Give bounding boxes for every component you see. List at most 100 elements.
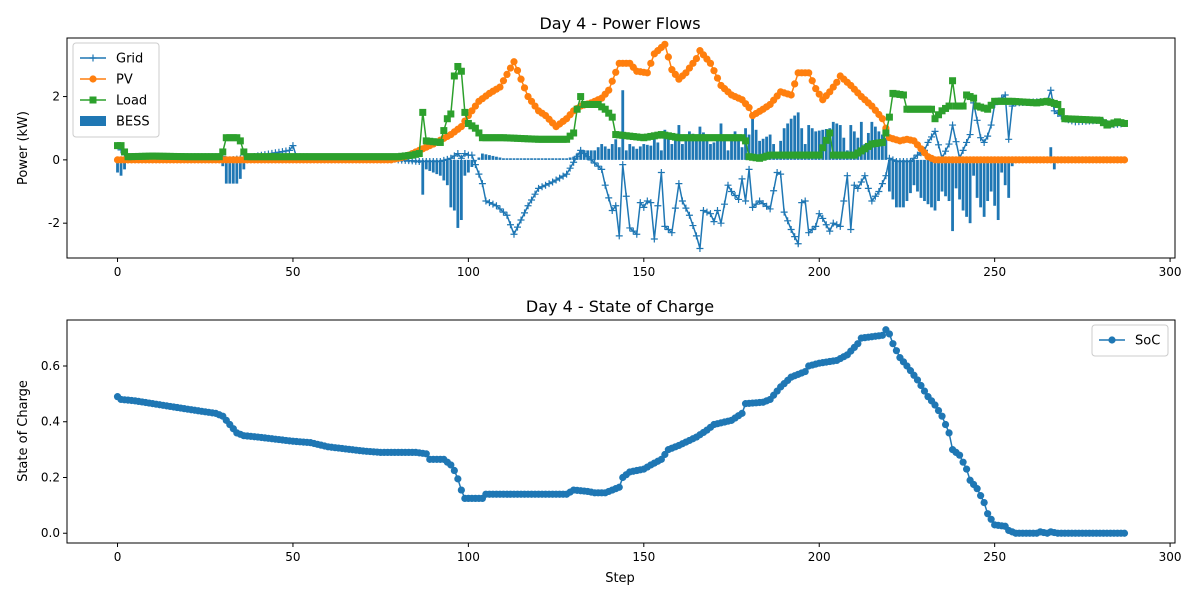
bess-bar xyxy=(747,134,751,160)
load-point xyxy=(1054,100,1062,108)
load-point xyxy=(833,151,841,159)
load-point xyxy=(952,102,960,110)
pv-point xyxy=(812,85,820,93)
grid-point xyxy=(836,222,844,230)
load-point xyxy=(580,100,588,108)
grid-point xyxy=(875,188,883,196)
bess-bar xyxy=(719,123,723,160)
pv-point xyxy=(513,66,522,75)
load-point xyxy=(836,151,844,159)
load-point xyxy=(335,153,343,161)
grid-point xyxy=(1005,135,1013,143)
load-point xyxy=(759,153,767,161)
bess-bar xyxy=(544,158,547,160)
load-point xyxy=(780,151,788,159)
bess-bar xyxy=(607,148,611,160)
load-point xyxy=(735,134,743,142)
load-point xyxy=(250,153,258,161)
bess-bar xyxy=(828,128,832,160)
load-point xyxy=(742,137,750,145)
load-point xyxy=(668,132,676,140)
load-point xyxy=(247,153,255,161)
load-point xyxy=(819,144,827,152)
soc-point xyxy=(450,466,458,475)
load-point xyxy=(903,105,911,113)
grid-point xyxy=(966,131,974,139)
load-point xyxy=(240,148,248,156)
load-point xyxy=(117,142,125,150)
bess-bar xyxy=(688,131,691,160)
load-point xyxy=(492,134,500,142)
load-point xyxy=(159,152,167,160)
grid-point xyxy=(489,200,497,208)
bess-bar xyxy=(905,159,909,202)
load-point xyxy=(212,153,220,161)
bess-bar xyxy=(642,144,646,160)
load-point xyxy=(864,142,872,150)
load-point xyxy=(271,153,279,161)
grid-point xyxy=(506,221,514,229)
grid-point xyxy=(808,226,816,234)
bess-bar xyxy=(807,125,811,160)
grid-point xyxy=(457,154,465,162)
grid-point xyxy=(640,203,648,211)
load-point xyxy=(615,131,623,139)
grid-point xyxy=(591,159,599,167)
load-point xyxy=(794,151,802,159)
load-point xyxy=(275,153,283,161)
grid-point xyxy=(692,232,700,240)
bess-bar xyxy=(1049,147,1053,160)
load-point xyxy=(629,133,637,141)
load-point xyxy=(503,134,511,142)
load-point xyxy=(594,100,602,108)
grid-point xyxy=(815,210,823,218)
bess-bar xyxy=(702,132,705,160)
bess-bar xyxy=(859,121,863,160)
power-flows-legend: Grid PV Load BESS xyxy=(72,42,160,138)
soc-point xyxy=(738,409,746,417)
legend-label: SoC xyxy=(1135,334,1160,349)
grid-point xyxy=(577,146,585,154)
bess-bar xyxy=(684,137,688,160)
load-point xyxy=(678,134,686,142)
load-point xyxy=(243,153,251,161)
bess-bar xyxy=(740,147,744,160)
grid-point xyxy=(496,205,504,213)
load-point xyxy=(731,134,739,142)
grid-point xyxy=(549,178,557,186)
load-point xyxy=(401,152,409,160)
bess-bar xyxy=(716,140,719,160)
load-point xyxy=(910,105,918,113)
load-point xyxy=(433,138,441,146)
bess-bar xyxy=(709,144,712,160)
grid-point xyxy=(563,170,571,178)
grid-point xyxy=(499,208,507,216)
bess-bar xyxy=(789,118,793,160)
bess-bar xyxy=(119,159,123,176)
load-point xyxy=(899,91,907,99)
bess-bar xyxy=(628,144,632,160)
load-point xyxy=(689,134,697,142)
load-point xyxy=(935,111,943,119)
grid-point xyxy=(780,208,788,216)
load-point xyxy=(387,153,395,161)
bess-bar xyxy=(516,158,519,160)
bess-bar xyxy=(533,158,537,160)
load-point xyxy=(422,137,430,145)
load-point xyxy=(531,135,539,143)
grid-point xyxy=(731,191,739,199)
y-tick-label: 0 xyxy=(52,153,60,167)
load-point xyxy=(664,132,672,140)
bess-bar xyxy=(116,159,119,173)
bess-bar xyxy=(880,134,884,160)
load-point xyxy=(184,153,192,161)
load-point xyxy=(587,100,595,108)
bess-bar xyxy=(638,146,642,160)
load-point xyxy=(703,134,711,142)
y-tick-label: 0.4 xyxy=(41,415,60,429)
load-point xyxy=(591,100,599,108)
bess-bar xyxy=(663,129,667,160)
x-tick-label: 300 xyxy=(1159,265,1182,279)
bess-bar xyxy=(421,159,425,195)
